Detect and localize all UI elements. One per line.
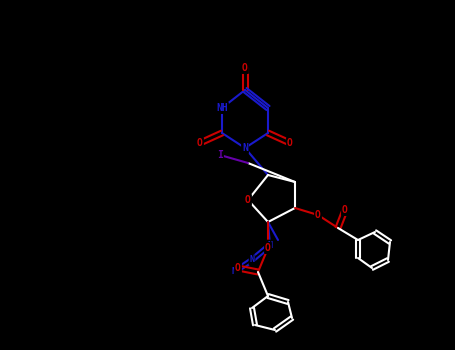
Text: O: O bbox=[197, 138, 203, 148]
Text: N: N bbox=[249, 256, 254, 265]
Text: O: O bbox=[287, 138, 293, 148]
Text: NH: NH bbox=[216, 103, 228, 113]
Text: O: O bbox=[315, 210, 321, 220]
Text: O: O bbox=[342, 205, 348, 215]
Text: N: N bbox=[268, 240, 273, 250]
Text: O: O bbox=[242, 63, 248, 73]
Text: O: O bbox=[245, 195, 251, 205]
Text: N: N bbox=[232, 267, 237, 276]
Text: N: N bbox=[242, 143, 248, 153]
Text: I: I bbox=[217, 150, 223, 160]
Text: O: O bbox=[265, 243, 271, 253]
Text: O: O bbox=[235, 263, 241, 273]
